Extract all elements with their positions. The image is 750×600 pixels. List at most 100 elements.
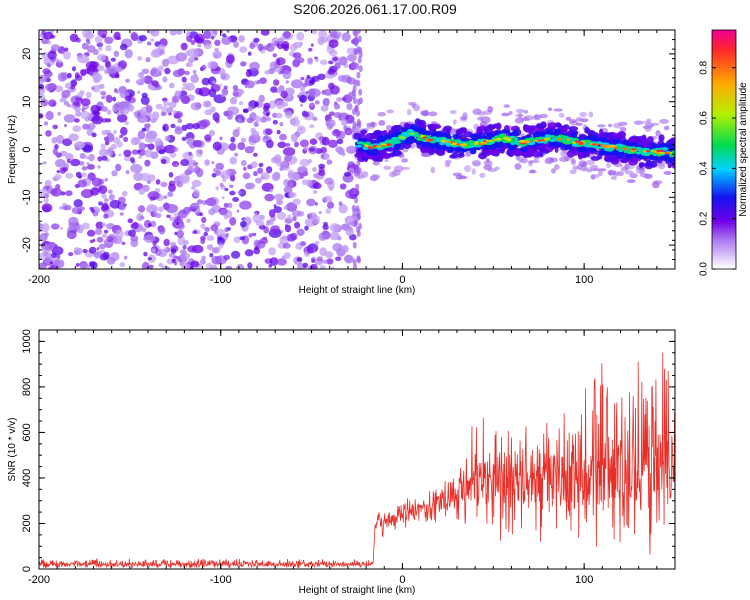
noise-blob <box>308 88 321 98</box>
noise-blob <box>242 108 249 113</box>
colorbar-cell <box>712 171 736 174</box>
noise-blob <box>319 264 326 269</box>
ridge-hotspot <box>650 150 658 153</box>
noise-blob <box>280 90 288 99</box>
colorbar-cell <box>712 49 736 53</box>
noise-blob <box>119 262 126 268</box>
noise-blob <box>260 30 270 36</box>
noise-blob <box>352 108 357 116</box>
noise-blob <box>203 30 211 39</box>
noise-blob <box>291 119 301 127</box>
noise-blob <box>125 103 129 107</box>
noise-blob <box>104 61 111 69</box>
halo-blob <box>558 112 565 118</box>
noise-blob <box>323 195 333 203</box>
ridge-hotspot <box>646 150 650 153</box>
colorbar-tick-label: 0.4 <box>699 161 710 175</box>
ridge-hotspot <box>375 145 382 148</box>
noise-blob <box>100 90 106 96</box>
noise-blob <box>70 158 81 167</box>
noise-blob <box>227 202 233 209</box>
noise-blob <box>234 152 239 157</box>
noise-blob <box>54 57 59 62</box>
colorbar-tick-label: 0.6 <box>699 111 710 125</box>
ridge-outer <box>563 126 568 133</box>
halo-blob <box>401 158 408 163</box>
noise-blob <box>106 257 116 265</box>
noise-blob <box>322 224 329 231</box>
noise-blob <box>223 214 228 220</box>
noise-blob <box>240 220 247 228</box>
noise-blob <box>355 226 360 233</box>
noise-blob <box>300 76 305 81</box>
noise-blob <box>194 56 199 61</box>
noise-blob <box>220 72 226 78</box>
noise-blob <box>306 198 316 207</box>
colorbar-cell <box>712 169 736 172</box>
noise-blob <box>270 225 281 234</box>
ridge-outer <box>360 129 368 135</box>
noise-blob <box>55 60 64 68</box>
noise-blob <box>303 111 310 118</box>
ridge-blue <box>454 147 462 152</box>
halo-blob <box>644 125 652 132</box>
halo-blob <box>619 126 627 132</box>
noise-blob <box>205 262 213 269</box>
noise-blob <box>301 179 308 186</box>
noise-blob <box>64 124 67 128</box>
halo-blob <box>383 165 392 170</box>
noise-blob <box>253 37 260 43</box>
noise-blob <box>95 221 104 230</box>
colorbar-cell <box>712 71 736 75</box>
noise-blob <box>91 177 103 187</box>
ridge-blue <box>615 150 625 156</box>
halo-blob <box>551 168 556 174</box>
noise-blob <box>248 134 261 144</box>
noise-blob <box>185 210 189 214</box>
halo-blob <box>508 111 513 115</box>
noise-blob <box>230 136 236 143</box>
halo-blob <box>421 153 431 158</box>
ridge-hotspot <box>630 148 637 151</box>
ridge-blue <box>501 129 507 133</box>
halo-blob <box>560 150 568 157</box>
noise-blob <box>352 85 357 93</box>
colorbar-cell <box>712 237 736 240</box>
top-x-tick-label: -200 <box>28 274 50 286</box>
colorbar-cell <box>712 195 736 198</box>
ridge-blue <box>651 143 658 148</box>
noise-blob <box>101 222 107 227</box>
noise-blob <box>297 57 305 64</box>
colorbar-cell <box>712 83 736 87</box>
noise-blob <box>219 136 223 141</box>
noise-blob <box>77 142 86 149</box>
noise-blob <box>79 160 85 166</box>
noise-blob <box>45 242 54 252</box>
colorbar-cell <box>712 151 736 154</box>
noise-blob <box>231 250 241 259</box>
ridge-hotspot <box>643 150 647 153</box>
noise-blob <box>136 112 141 117</box>
noise-blob <box>145 102 149 106</box>
noise-blob <box>251 146 255 150</box>
noise-blob <box>309 138 318 145</box>
noise-blob <box>137 130 146 140</box>
noise-blob <box>54 158 66 168</box>
noise-blob <box>69 33 79 43</box>
colorbar-cell <box>712 65 736 69</box>
noise-blob <box>57 111 61 116</box>
colorbar-cell <box>712 261 736 264</box>
colorbar-cell <box>712 183 736 186</box>
ridge-core <box>469 145 474 148</box>
ridge-hotspot <box>502 137 507 140</box>
noise-blob <box>110 57 116 62</box>
noise-blob <box>229 217 237 226</box>
colorbar-cell <box>712 251 736 254</box>
halo-blob <box>354 127 360 134</box>
noise-blob <box>320 152 330 160</box>
halo-blob <box>581 167 588 171</box>
ridge-outer <box>568 126 579 132</box>
ridge-outer <box>617 131 626 139</box>
noise-blob <box>71 207 81 214</box>
ridge-hotspot <box>486 139 489 142</box>
